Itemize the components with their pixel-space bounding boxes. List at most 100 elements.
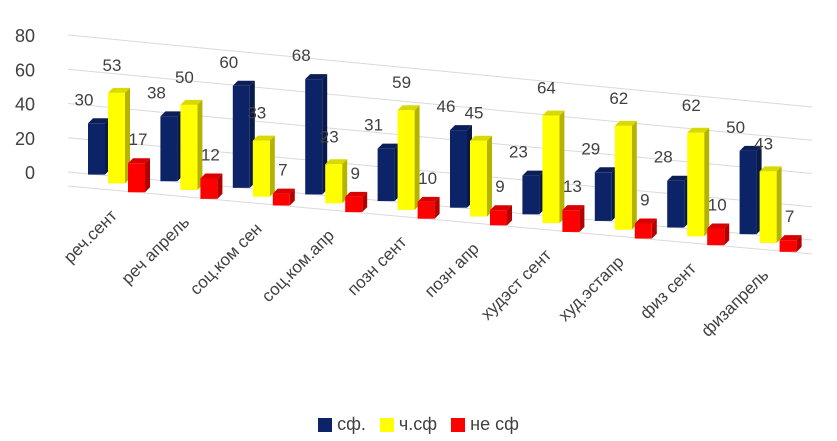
data-label-nesf: 9	[640, 191, 649, 210]
bar-side	[125, 87, 130, 184]
x-tick-label: худэст сент	[477, 246, 555, 324]
data-label-sf: 60	[219, 53, 238, 72]
bar-front	[377, 148, 395, 202]
bar-front	[272, 193, 290, 206]
bar-front	[180, 104, 198, 191]
data-label-sf: 38	[147, 83, 166, 102]
bar-side	[724, 223, 730, 246]
bar-chsf	[759, 166, 782, 243]
bar-front	[490, 210, 507, 226]
legend-swatch-nesf	[451, 417, 466, 432]
bar-sf	[522, 170, 545, 215]
bar-front	[667, 180, 685, 228]
legend-label-sf: сф.	[337, 414, 366, 434]
legend-label-chsf: ч.сф	[398, 414, 438, 434]
data-label-sf: 30	[75, 90, 94, 109]
bar-nesf	[128, 158, 150, 193]
bar-top	[522, 170, 545, 176]
bar-nesf	[490, 205, 512, 226]
bar-side	[289, 188, 295, 206]
data-label-nesf: 10	[418, 169, 437, 188]
bar-side	[559, 110, 565, 224]
bar-front	[200, 178, 218, 199]
bar-sf	[232, 80, 255, 188]
bar-side	[362, 191, 368, 213]
bar-chsf	[108, 87, 130, 184]
data-label-sf: 29	[581, 139, 600, 158]
bar-side	[342, 159, 348, 204]
bar-sf	[667, 175, 690, 228]
bar-nesf	[417, 196, 440, 219]
gridline	[67, 34, 813, 108]
bar-nesf	[562, 205, 585, 232]
bar-top	[667, 175, 690, 181]
bar-front	[108, 92, 125, 184]
bar-chsf	[252, 135, 275, 197]
bar-side	[487, 135, 492, 217]
bar-chsf	[180, 99, 203, 191]
bar-top	[180, 99, 203, 105]
bar-side	[796, 235, 802, 252]
bar-nesf	[200, 173, 223, 199]
bar-front	[634, 223, 652, 239]
data-label-chsf: 50	[175, 68, 194, 87]
bar-front	[779, 240, 797, 252]
bar-side	[776, 166, 782, 243]
bar-chsf	[614, 120, 637, 230]
data-label-sf: 28	[654, 148, 673, 167]
bar-top	[562, 205, 585, 211]
data-label-chsf: 62	[609, 89, 628, 108]
bar-nesf	[634, 218, 657, 239]
bar-top	[272, 188, 295, 194]
x-tick-label: соц.ком сен	[186, 219, 266, 299]
bar-side	[651, 218, 657, 239]
bar-front	[305, 79, 323, 195]
bar-nesf	[779, 235, 802, 252]
x-tick-label: реч.сент	[60, 206, 121, 267]
bar-front	[252, 140, 270, 197]
y-tick-label: 60	[15, 60, 35, 80]
data-label-nesf: 10	[708, 196, 727, 215]
data-label-sf: 50	[726, 118, 745, 137]
bar-top	[634, 218, 657, 224]
x-tick-label: позн апр	[421, 239, 483, 301]
bar-front	[562, 210, 580, 232]
bar-front	[739, 150, 757, 235]
data-label-nesf: 7	[785, 207, 794, 226]
bar-sf	[450, 125, 472, 208]
bar-top	[614, 120, 637, 126]
bar-chsf	[397, 105, 420, 210]
legend-swatch-sf	[318, 417, 333, 432]
y-tick-label: 80	[15, 26, 35, 46]
bar-front	[88, 123, 105, 175]
bar-top	[200, 173, 223, 179]
bar-top	[707, 223, 730, 229]
data-label-nesf: 7	[278, 161, 287, 180]
bar-front	[687, 132, 705, 237]
bar-top	[325, 159, 348, 165]
data-label-nesf: 13	[563, 177, 582, 196]
bar-front	[542, 115, 560, 224]
bar-top	[739, 145, 762, 151]
bar-top	[759, 166, 782, 172]
bar-sf	[88, 118, 110, 175]
bar-front	[325, 164, 343, 204]
bar-top	[232, 80, 255, 86]
bar-top	[490, 205, 512, 211]
data-label-sf: 31	[364, 116, 383, 135]
data-label-chsf: 33	[247, 104, 266, 123]
bar-front	[594, 172, 612, 221]
bar-side	[217, 173, 223, 199]
bar-front	[470, 140, 487, 217]
data-label-nesf: 12	[201, 145, 220, 164]
bar-top	[160, 111, 183, 117]
x-tick-label: худ.эстапр	[555, 252, 628, 325]
bar-top	[397, 105, 420, 111]
data-label-chsf: 64	[537, 79, 556, 98]
bar-chsf	[325, 159, 348, 204]
x-tick-label: физапрель	[697, 265, 772, 340]
data-label-nesf: 9	[350, 164, 359, 183]
x-tick-label: позн сент	[344, 232, 411, 299]
bar-sf	[594, 167, 617, 221]
